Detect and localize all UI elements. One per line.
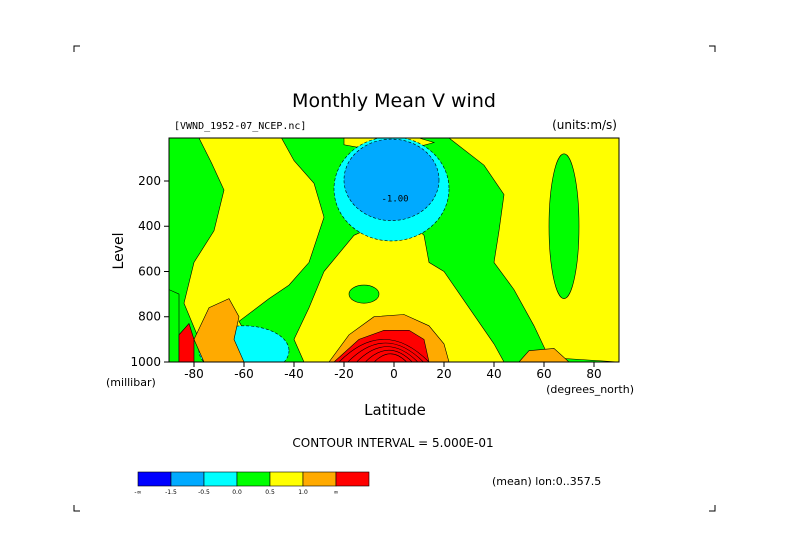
colorbar-label: -1.5 <box>165 489 177 496</box>
dataset-label: [VWND_1952-07_NCEP.nc] <box>174 121 306 132</box>
y-tick-label: 600 <box>138 264 161 278</box>
colorbar-swatch <box>170 471 205 487</box>
x-tick-label: 20 <box>436 367 451 381</box>
axes: -80 -60 -40 -20 0 20 40 60 80 200 400 600 800 1000 <box>130 174 601 381</box>
colorbar-label: 1.0 <box>298 489 308 496</box>
mean-note: (mean) lon:0..357.5 <box>492 475 601 488</box>
contour-fields: -1.00 <box>169 138 619 362</box>
colorbar-label: -0.5 <box>198 489 210 496</box>
contour-line <box>365 349 413 362</box>
colorbar-label: 0.0 <box>232 489 242 496</box>
region-green-edge <box>169 289 180 362</box>
y-tick-label: 800 <box>138 310 161 324</box>
region-red-south <box>178 322 195 362</box>
y-tick-label: 1000 <box>130 355 161 369</box>
crop-marks <box>73 45 716 512</box>
colorbar-swatch <box>302 471 337 487</box>
x-tick-label: 40 <box>486 367 501 381</box>
x-axis-units: (degrees_north) <box>546 383 634 396</box>
plot-area: -1.00 <box>168 137 620 363</box>
x-axis-title: Latitude <box>364 401 426 419</box>
contour-label: -1.00 <box>382 194 409 204</box>
y-tick-label: 400 <box>138 219 161 233</box>
x-tick-label: -20 <box>334 367 354 381</box>
contour-line <box>338 339 430 362</box>
colorbar-swatch <box>236 471 271 487</box>
x-tick-label: -40 <box>284 367 304 381</box>
region-blue-aloft <box>343 138 440 221</box>
colorbar: -∞ -1.5 -0.5 0.0 0.5 1.0 ∞ <box>134 471 370 496</box>
region-orange-south <box>193 298 245 362</box>
x-tick-label: 60 <box>536 367 551 381</box>
region-orange-north <box>518 348 570 362</box>
colorbar-swatch <box>269 471 304 487</box>
colorbar-label: ∞ <box>334 489 339 496</box>
contour-line <box>373 353 407 362</box>
colorbar-label: -∞ <box>134 489 141 496</box>
colorbar-swatch <box>203 471 238 487</box>
contour-line <box>347 342 424 362</box>
y-axis-units: (millibar) <box>106 376 156 389</box>
region-red-center <box>333 330 430 362</box>
contour-interval: CONTOUR INTERVAL = 5.000E-01 <box>292 436 493 450</box>
x-tick-label: -60 <box>234 367 254 381</box>
chart-title: Monthly Mean V wind <box>292 90 496 112</box>
region-green-blob <box>348 284 380 304</box>
x-tick-label: 0 <box>390 367 398 381</box>
contour-line <box>356 346 419 362</box>
colorbar-swatch <box>335 471 370 487</box>
colorbar-swatch <box>137 471 172 487</box>
y-tick-label: 200 <box>138 174 161 188</box>
x-tick-label: -80 <box>184 367 204 381</box>
units-label: (units:m/s) <box>552 118 617 132</box>
colorbar-label: 0.5 <box>265 489 275 496</box>
y-axis-title: Level <box>111 233 127 270</box>
x-tick-label: 80 <box>586 367 601 381</box>
region-green-north <box>548 153 580 299</box>
